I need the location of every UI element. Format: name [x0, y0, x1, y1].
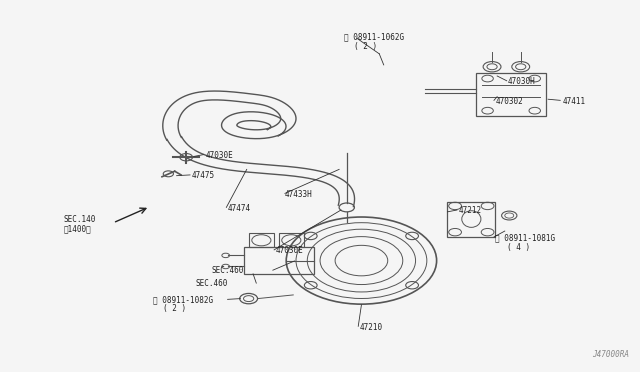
Text: SEC.460: SEC.460 — [212, 266, 244, 275]
Text: SEC.140: SEC.140 — [64, 215, 96, 224]
Text: 47030E: 47030E — [275, 246, 303, 255]
Text: ① 08911-1081G: ① 08911-1081G — [495, 233, 556, 242]
Text: 47411: 47411 — [562, 97, 585, 106]
Text: 、1400。: 、1400。 — [64, 224, 92, 233]
Text: 47212: 47212 — [459, 206, 482, 215]
Bar — [447, 202, 495, 237]
Bar — [278, 233, 304, 247]
Text: ( 2 ): ( 2 ) — [163, 304, 186, 313]
Text: 470302: 470302 — [495, 97, 523, 106]
Text: 47030H: 47030H — [508, 77, 536, 86]
Bar — [476, 73, 546, 116]
Text: 47474: 47474 — [228, 203, 251, 213]
Text: SEC.460: SEC.460 — [196, 279, 228, 288]
Bar — [244, 247, 314, 274]
Text: ( 2 ): ( 2 ) — [354, 42, 377, 51]
Text: ( 4 ): ( 4 ) — [507, 243, 530, 252]
Text: 47030E: 47030E — [205, 151, 233, 160]
Text: J47000RA: J47000RA — [592, 350, 629, 359]
Text: 47433H: 47433H — [285, 190, 313, 199]
Text: ① 08911-1062G: ① 08911-1062G — [344, 32, 404, 41]
Text: ① 08911-1082G: ① 08911-1082G — [153, 295, 213, 304]
Text: 47210: 47210 — [360, 323, 383, 331]
Text: 47475: 47475 — [191, 171, 214, 180]
Bar — [248, 233, 274, 247]
